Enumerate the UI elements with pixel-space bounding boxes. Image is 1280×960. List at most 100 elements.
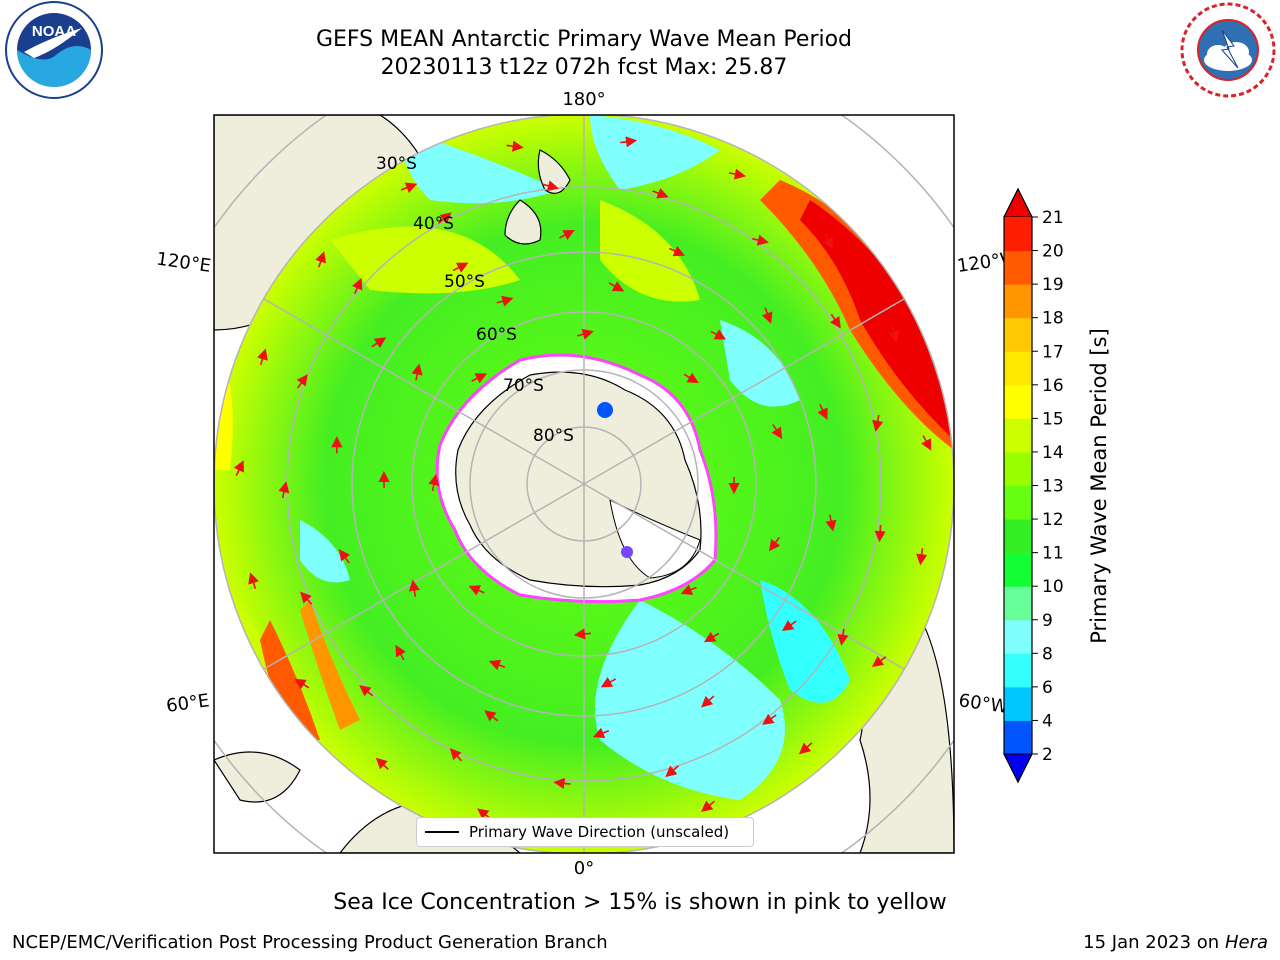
colorbar-tick-label: 18 [1042,309,1064,329]
wave-arrow [411,363,423,381]
wave-arrow [359,685,374,697]
colorbar-tick-label: 2 [1042,745,1053,765]
wave-arrow [400,182,418,193]
colorbar-swatch [1004,217,1032,252]
colorbar-tick-label: 16 [1042,376,1064,396]
wave-arrow [553,777,571,789]
colorbar-swatch [1004,317,1032,352]
wave-arrow [620,136,638,148]
wave-arrow [872,414,884,432]
colorbar-blocks [1003,187,1033,784]
lon-label-0: 0° [574,858,594,879]
colorbar-tick-label: 19 [1042,275,1064,295]
wave-arrow [680,584,697,595]
lat-label-70s: 70°S [503,376,544,396]
wave-arrow [559,230,575,241]
wave-arrow [471,373,488,384]
colorbar-swatch [1004,250,1032,285]
wave-arrow [608,281,625,292]
wave-arrow [829,313,841,329]
colorbar-swatch [1004,586,1032,621]
wave-arrow [700,800,715,812]
colorbar: 2 4 6 8 9 10 11 12 13 14 15 16 17 18 19 20 21 Primary Wa… [1003,187,1111,784]
sea-ice-caption: Sea Ice Concentration > 15% is shown in … [333,890,947,915]
colorbar-tick-label: 13 [1042,477,1064,497]
nws-logo [1180,2,1276,98]
wave-arrow [761,307,773,324]
wave-arrow [703,631,720,643]
legend-label: Primary Wave Direction (unscaled) [469,823,730,841]
wave-arrow [452,262,469,273]
wave-arrow [669,245,686,257]
colorbar-tick-label: 12 [1042,510,1064,530]
colorbar-swatch [1004,619,1032,654]
islands [504,149,571,245]
wave-arrow [871,655,887,667]
wave-arrow [338,549,351,564]
wave-arrow [781,620,797,632]
wave-arrow [665,765,679,778]
colorbar-swatch [1004,284,1032,319]
colorbar-swatch [1004,519,1032,554]
colorbar-swatch [1004,686,1032,721]
wave-arrow [248,572,259,589]
colorbar-tick-label: 9 [1042,611,1053,631]
colorbar-tick-label: 4 [1042,711,1053,731]
lat-label-40s: 40°S [413,214,454,234]
colorbar-label: Primary Wave Mean Period [s] [1087,328,1111,644]
credit-text: NCEP/EMC/Verification Post Processing Pr… [12,932,608,953]
wave-arrow [315,251,326,268]
wave-arrow [428,473,440,492]
noaa-logo: NOAA [5,1,103,99]
wave-arrow [683,372,699,384]
wave-arrow [825,514,837,532]
wave-arrow [817,404,828,420]
lon-label-180: 180° [562,89,605,110]
colorbar-swatch [1004,384,1032,419]
wave-arrow [921,435,932,451]
plot-subtitle: 20230113 t12z 072h fcst Max: 25.87 [380,55,788,80]
wave-arrow [488,659,506,671]
colorbar-tick-label: 20 [1042,242,1064,262]
machine-name: Hera [1224,932,1268,953]
colorbar-tick-label: 8 [1042,644,1053,664]
wave-arrow [888,325,900,343]
lat-label-60s: 60°S [476,325,517,345]
wave-arrow [408,579,420,597]
colorbar-swatch [1004,720,1032,755]
colorbar-swatch [1004,653,1032,688]
wave-direction-arrows [233,136,932,834]
wave-arrow [771,424,783,439]
lat-label-30s: 30°S [376,154,417,174]
colorbar-tick-label: 6 [1042,678,1053,698]
wave-arrow [874,525,886,543]
graticule [214,115,954,853]
map-legend: Primary Wave Direction (unscaled) [416,817,754,847]
date-text: 15 Jan 2023 on [1083,932,1220,953]
wave-arrow [577,328,594,340]
colorbar-tick-label: 14 [1042,443,1064,463]
antarctica [435,353,718,604]
wave-arrow [752,234,769,246]
wave-arrow [296,374,308,389]
wave-arrow [710,329,727,340]
colorbar-swatch [1004,418,1032,453]
date-stamp: 15 Jan 2023 on Hera [1083,932,1268,953]
wave-arrow [728,168,746,180]
noaa-logo-text: NOAA [32,23,76,40]
colorbar-tick-label: 10 [1042,577,1064,597]
wave-arrow [233,460,244,476]
wave-arrow [496,295,514,307]
wave-arrow [395,644,406,661]
plot-title: GEFS MEAN Antarctic Primary Wave Mean Pe… [315,27,853,52]
colorbar-swatch [1004,485,1032,520]
lon-label-120e: 120°E [155,249,212,277]
wave-arrow [592,727,610,739]
wave-arrow [437,212,452,224]
colorbar-tick-label: 11 [1042,544,1064,564]
wave-arrow [278,481,290,499]
colorbar-swatch [1004,552,1032,587]
colorbar-swatch [1004,351,1032,386]
wave-arrow [701,695,715,708]
colorbar-ticks: 2 4 6 8 9 10 11 12 13 14 15 16 17 18 19 20 21 [1032,208,1064,765]
